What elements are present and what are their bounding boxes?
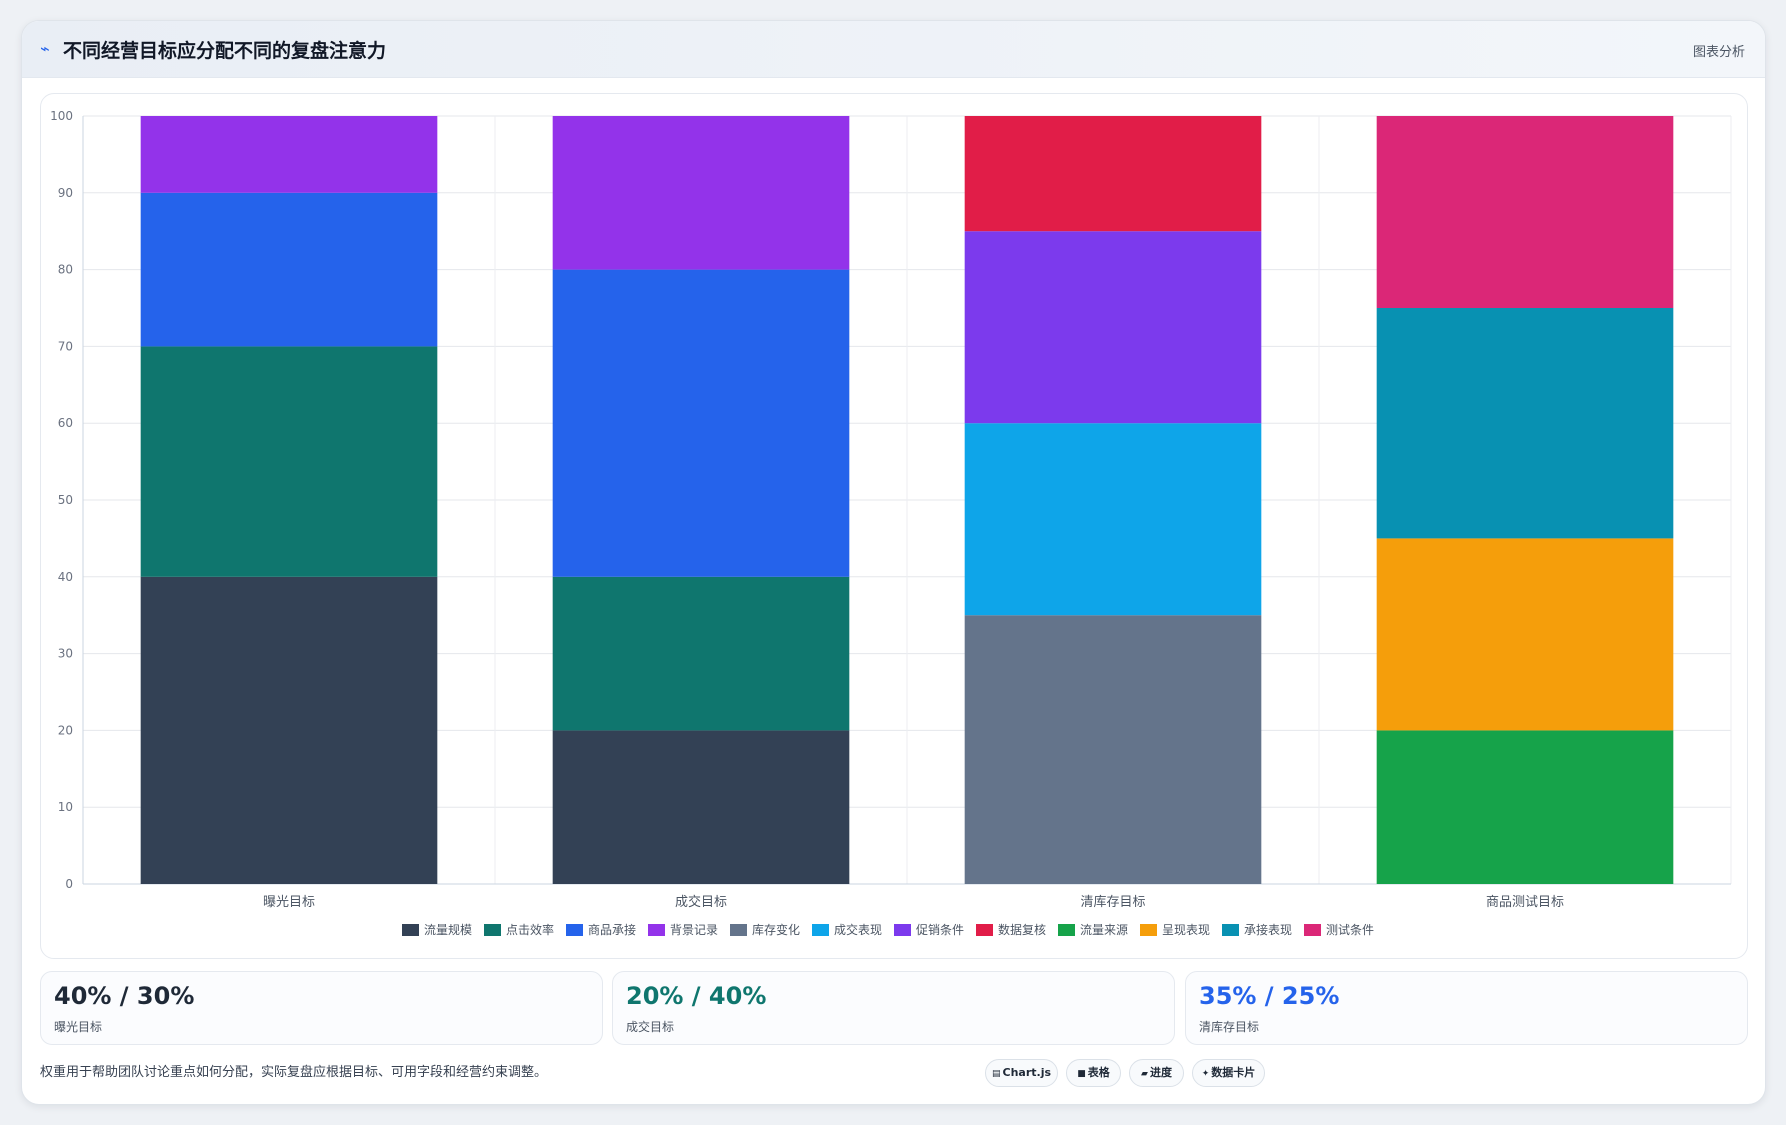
bar-segment — [552, 116, 850, 270]
trend-icon: ⌁ — [40, 39, 50, 58]
progress-icon: ▰ — [1141, 1069, 1148, 1079]
card-icon: ✦ — [1201, 1069, 1210, 1079]
y-tick-label: 40 — [58, 570, 73, 584]
pill-progress[interactable]: ▰ 进度 — [1129, 1059, 1184, 1087]
legend-swatch — [730, 924, 747, 936]
x-tick-label: 成交目标 — [675, 894, 727, 910]
y-tick-label: 100 — [50, 109, 73, 123]
stat-value: 40% / 30% — [54, 982, 195, 1010]
chart-card: ⌁ 不同经营目标应分配不同的复盘注意力 图表分析 0 10 20 30 40 50 60 70… — [21, 20, 1766, 1105]
legend-swatch — [812, 924, 829, 936]
bar-segment — [552, 730, 850, 884]
chart-analysis-tag: 图表分析 — [1692, 45, 1745, 60]
pill-data-card[interactable]: ✦ 数据卡片 — [1192, 1059, 1265, 1087]
legend-swatch — [894, 924, 911, 936]
chart-title: 不同经营目标应分配不同的复盘注意力 — [63, 40, 387, 62]
bar-segment — [1376, 538, 1674, 731]
y-tick-label: 10 — [58, 800, 73, 814]
bar-segment — [140, 116, 438, 193]
bar-segment — [1376, 116, 1674, 308]
x-tick-label: 曝光目标 — [263, 895, 315, 910]
legend-label: 成交表现 — [834, 922, 882, 937]
stat-label: 曝光目标 — [54, 1020, 103, 1034]
pill-label: 进度 — [1149, 1066, 1172, 1079]
bar-segment — [1376, 730, 1674, 884]
bar-segment — [964, 116, 1262, 232]
legend-label: 库存变化 — [752, 922, 800, 937]
stat-row: 40% / 30% 曝光目标 20% / 40% 成交目标 35% / 25% … — [40, 971, 1748, 1045]
x-tick-label: 商品测试目标 — [1486, 895, 1564, 910]
chart-icon: ▤ — [991, 1069, 1001, 1079]
legend-swatch — [484, 924, 501, 936]
y-tick-label: 90 — [58, 186, 73, 200]
chart-panel: 0 10 20 30 40 50 60 70 80 90 100 曝光目标 成交目标 清库存目标 商品测试目… — [40, 93, 1748, 959]
legend-label: 呈现表现 — [1162, 923, 1210, 937]
legend-label: 测试条件 — [1326, 922, 1374, 937]
legend-label: 流量规模 — [424, 922, 472, 937]
stat-card-clearance: 35% / 25% 清库存目标 — [1185, 971, 1748, 1045]
legend-swatch — [1058, 924, 1075, 936]
legend-swatch — [1304, 924, 1321, 936]
legend-label: 促销条件 — [916, 923, 964, 937]
stat-value: 20% / 40% — [626, 982, 767, 1010]
footnote: 权重用于帮助团队讨论重点如何分配，实际复盘应根据目标、可用字段和经营约束调整。 — [40, 1065, 548, 1080]
bar-segment — [140, 346, 438, 577]
legend-swatch — [402, 924, 419, 936]
y-tick-label: 30 — [58, 647, 73, 661]
card-header: ⌁ 不同经营目标应分配不同的复盘注意力 图表分析 — [22, 21, 1765, 78]
pill-label: Chart.js — [1002, 1066, 1052, 1079]
bar-segment — [552, 269, 850, 577]
pill-chartjs[interactable]: ▤ Chart.js — [985, 1059, 1058, 1087]
y-tick-label: 20 — [58, 723, 73, 737]
legend-swatch — [1140, 924, 1157, 936]
bar-segment — [964, 231, 1262, 424]
y-tick-label: 50 — [58, 493, 73, 507]
x-tick-label: 清库存目标 — [1080, 894, 1145, 910]
pill-table[interactable]: ■ 表格 — [1066, 1059, 1121, 1087]
stacked-bar-chart: 0 10 20 30 40 50 60 70 80 90 100 曝光目标 成交目标 清库存目标 商品测试目… — [50, 109, 1732, 937]
stat-value: 35% / 25% — [1199, 982, 1340, 1010]
table-icon: ■ — [1077, 1069, 1086, 1079]
legend-label: 背景记录 — [670, 923, 718, 937]
bar-segment — [552, 576, 850, 731]
y-tick-label: 70 — [58, 339, 73, 353]
legend-swatch — [566, 924, 583, 936]
y-tick-label: 0 — [65, 877, 73, 891]
legend-label: 流量来源 — [1080, 923, 1128, 937]
stat-label: 成交目标 — [626, 1020, 675, 1034]
legend-swatch — [648, 924, 665, 936]
pill-label: 表格 — [1087, 1066, 1110, 1079]
bar-segment — [964, 423, 1262, 616]
y-tick-label: 80 — [58, 263, 73, 277]
legend-swatch — [1222, 924, 1239, 936]
stat-card-exposure: 40% / 30% 曝光目标 — [40, 971, 603, 1045]
bar-segment — [1376, 308, 1674, 539]
legend-label: 点击效率 — [506, 922, 554, 937]
pill-label: 数据卡片 — [1211, 1066, 1256, 1079]
legend-swatch — [976, 924, 993, 936]
bar-segment — [140, 576, 438, 884]
bar-segment — [964, 615, 1262, 884]
stat-label: 清库存目标 — [1199, 1020, 1260, 1034]
legend-label: 数据复核 — [998, 922, 1046, 937]
stat-card-conversion: 20% / 40% 成交目标 — [612, 971, 1175, 1045]
y-tick-label: 60 — [58, 416, 73, 430]
bar-segment — [140, 192, 438, 347]
legend-label: 商品承接 — [588, 922, 636, 937]
legend-label: 承接表现 — [1244, 922, 1292, 937]
